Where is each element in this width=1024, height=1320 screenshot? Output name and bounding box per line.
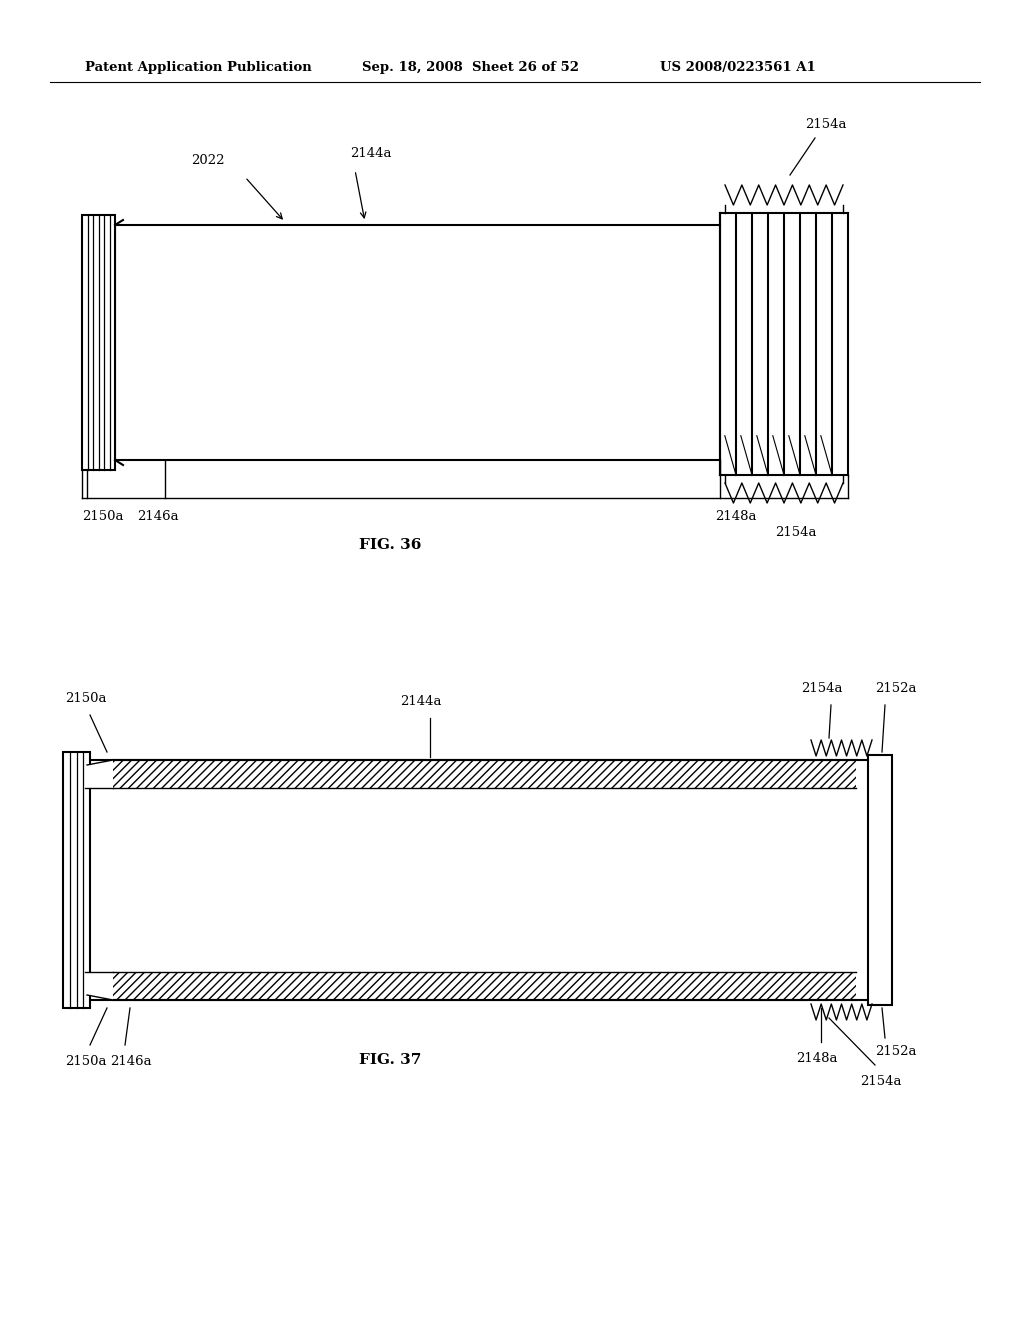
Text: Sep. 18, 2008  Sheet 26 of 52: Sep. 18, 2008 Sheet 26 of 52 [361, 62, 579, 74]
Text: 2154a: 2154a [805, 117, 847, 131]
Bar [63, 752, 90, 1008]
Text: 2154a: 2154a [801, 682, 843, 696]
Bar [115, 224, 720, 459]
Text: 2148a: 2148a [796, 1052, 838, 1065]
Text: 2152a: 2152a [874, 682, 916, 696]
Text: 2144a: 2144a [350, 147, 391, 160]
Text: 2144a: 2144a [400, 696, 441, 708]
Text: 2146a: 2146a [110, 1055, 152, 1068]
Bar [85, 760, 870, 1001]
Polygon shape [85, 972, 113, 1001]
Text: 2022: 2022 [191, 154, 225, 168]
Text: US 2008/0223561 A1: US 2008/0223561 A1 [660, 62, 816, 74]
Text: Patent Application Publication: Patent Application Publication [85, 62, 311, 74]
Bar [82, 215, 115, 470]
Text: 2148a: 2148a [715, 510, 757, 523]
Bar [868, 755, 892, 1005]
Text: 2146a: 2146a [137, 510, 178, 523]
Text: 2150a: 2150a [65, 692, 106, 705]
Text: FIG. 37: FIG. 37 [358, 1053, 421, 1067]
Bar [113, 972, 856, 1001]
Bar [113, 760, 856, 788]
Text: 2150a: 2150a [65, 1055, 106, 1068]
Text: 2154a: 2154a [775, 525, 816, 539]
Text: 2152a: 2152a [874, 1045, 916, 1059]
Text: FIG. 36: FIG. 36 [358, 539, 421, 552]
Text: 2150a: 2150a [82, 510, 124, 523]
Text: 2154a: 2154a [860, 1074, 901, 1088]
Polygon shape [85, 760, 113, 788]
